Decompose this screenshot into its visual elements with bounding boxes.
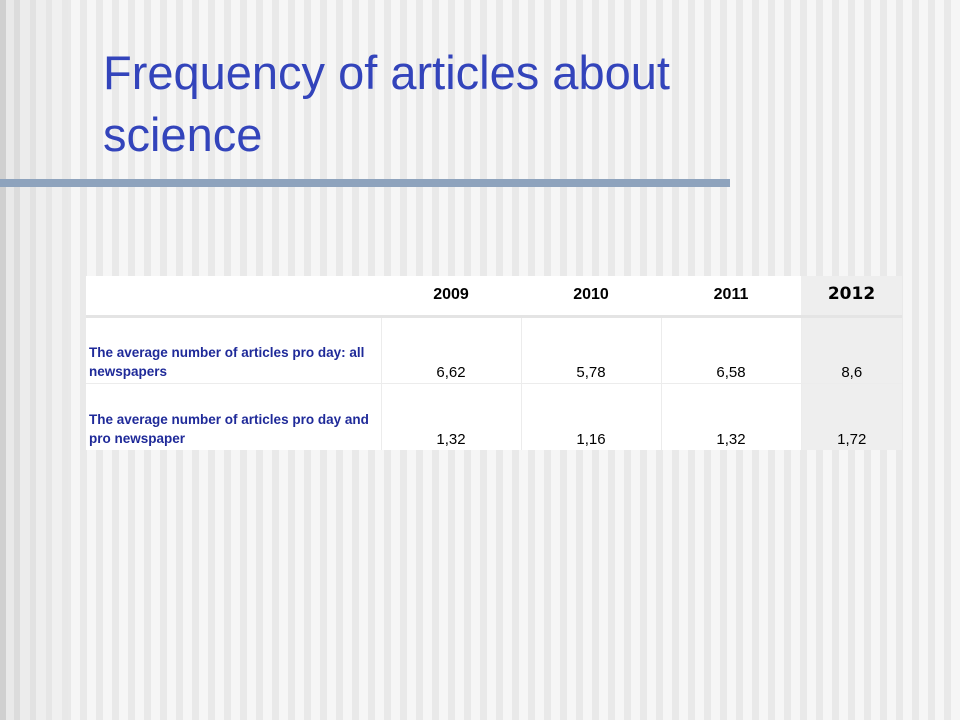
table-cell: 8,6 [801,316,902,384]
table-cell: 1,72 [801,383,902,450]
column-header-2009: 2009 [381,276,521,318]
table-cell: 6,62 [381,316,522,384]
title-rule [0,179,730,187]
data-table: 2009 2010 2011 2012 The average number o… [86,276,902,450]
row-label: The average number of articles pro day a… [86,383,382,450]
column-header-2012: 2012 [801,276,902,318]
table-row: The average number of articles pro day a… [86,383,902,450]
column-header-2011: 2011 [661,276,801,318]
table-cell: 1,16 [521,383,662,450]
header-row: 2009 2010 2011 2012 [86,276,902,318]
table-cell: 1,32 [381,383,522,450]
table-cell: 5,78 [521,316,662,384]
slide-title: Frequency of articles about science [103,46,670,161]
table-row: The average number of articles pro day: … [86,316,902,384]
row-label: The average number of articles pro day: … [86,316,382,384]
header-corner-cell [86,276,381,318]
table-cell: 1,32 [661,383,802,450]
column-header-2010: 2010 [521,276,661,318]
table-cell: 6,58 [661,316,802,384]
